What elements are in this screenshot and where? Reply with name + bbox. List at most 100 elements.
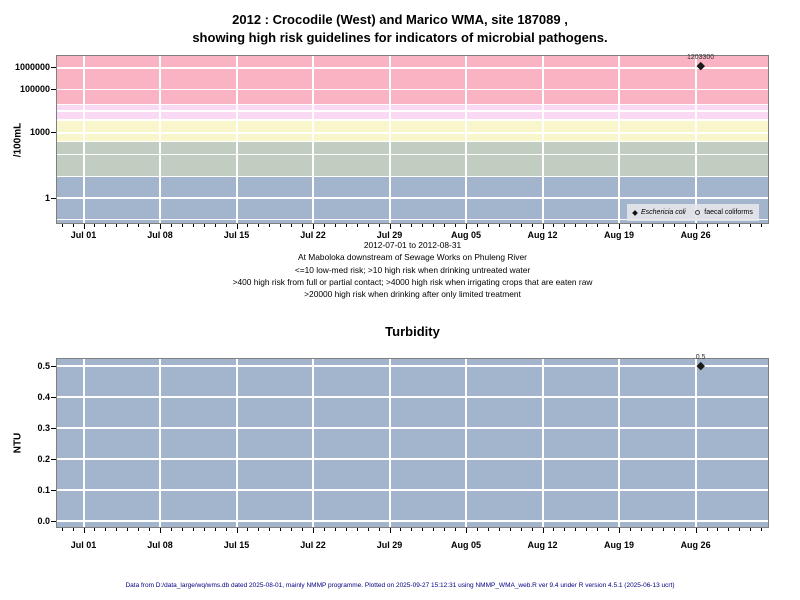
gridline-h-decade [57,153,768,156]
turbidity-title: Turbidity [385,324,440,339]
x-tick [630,528,631,531]
gridline-v-week [312,359,315,527]
y-tick [51,520,56,522]
x-tick-label-jul-15: Jul 15 [223,230,250,240]
caption-risk-line3: >20000 high risk when drinking after onl… [304,289,521,300]
x-tick [258,224,260,227]
x-tick [487,224,489,227]
caption-site: At Maboloka downstream of Sewage Works o… [298,252,527,263]
gridline-h-threshold [57,175,768,178]
x-tick [214,224,216,227]
x-tick [684,528,686,531]
x-tick [345,528,347,531]
x-tick-label-jul-22: Jul 22 [300,230,326,240]
x-tick-label-jul-08: Jul 08 [147,540,173,550]
x-tick [94,528,96,531]
x-tick [466,528,468,533]
x-tick-label-aug-26: Aug 26 [680,230,711,240]
gridline-h-decade [57,88,768,91]
x-tick [258,528,260,531]
x-tick [706,224,708,227]
x-tick [345,224,347,227]
risk-band-1 [57,104,768,120]
x-tick [520,528,522,531]
gridline-h-turbidity [57,489,768,491]
x-tick [214,528,216,531]
chart-title-line1: 2012 : Crocodile (West) and Marico WMA, … [232,12,568,27]
x-tick [608,224,610,227]
x-tick [444,224,446,227]
x-tick [94,224,96,227]
x-tick-label-jul-01: Jul 01 [70,230,97,240]
x-tick [225,224,227,227]
top-plot-border [56,55,769,224]
x-tick-label-aug-12: Aug 12 [527,540,558,550]
y-tick-label: 1000 [29,127,50,138]
x-tick [160,224,161,229]
x-tick [411,528,413,531]
x-tick [236,528,238,533]
gridline-v-week [465,359,468,527]
x-tick [291,224,293,227]
y-tick-label: 0.2 [37,453,50,464]
x-tick [509,224,511,227]
x-tick [247,224,249,227]
y-tick-label: 1 [44,192,50,203]
gridline-h-turbidity [57,427,768,429]
data-point-turbidity-value-label: 0.5 [695,353,706,361]
data-point-ecoli-value-label: 1203300 [686,53,715,61]
gridline-h-turbidity [57,458,768,460]
y-tick [51,427,56,429]
gridline-v-week [618,359,621,527]
y-tick [51,489,56,491]
x-tick [127,528,129,531]
x-tick [334,528,336,531]
gridline-v-week [159,359,161,527]
x-tick [236,224,238,229]
risk-band-3 [57,141,768,177]
x-tick [149,224,151,227]
y-tick [51,365,56,367]
legend-label: Eschericia coli [641,209,686,216]
x-tick [367,528,369,531]
gridline-h-decade [57,67,768,69]
x-tick [706,528,708,531]
x-tick [684,224,686,227]
gridline-h-threshold [57,103,768,106]
x-tick [761,528,763,531]
x-tick [323,528,325,531]
x-tick [105,224,107,227]
y-tick [51,132,56,134]
x-tick [313,528,315,533]
x-tick [673,224,675,227]
x-tick [149,528,151,531]
x-tick [389,224,391,229]
x-tick [422,224,424,227]
x-tick [586,528,588,531]
x-tick-label-jul-01: Jul 01 [70,540,97,550]
y-tick-label: 0.4 [37,391,50,402]
x-tick [400,224,402,227]
x-tick [455,528,457,531]
x-tick [170,224,172,227]
x-tick [72,224,74,227]
x-tick-label-aug-05: Aug 05 [451,540,482,550]
x-tick [280,528,282,531]
footer-note: Data from D:/data_large/wq/wms.db dated … [125,582,675,589]
caption-risk-line1: <=10 low-med risk; >10 high risk when dr… [294,264,531,275]
risk-band-0 [57,56,768,105]
gridline-h-turbidity [57,396,768,398]
x-tick [181,528,183,531]
x-tick [378,528,380,531]
x-tick [192,224,194,227]
gridline-v-week [388,56,391,223]
gridline-v-week [159,56,161,223]
x-tick [761,224,763,227]
x-tick [269,224,271,227]
x-tick [356,224,358,227]
legend-entry-0: Eschericia coli [632,209,686,216]
chart-title: 2012 : Crocodile (West) and Marico WMA, … [0,11,800,47]
risk-band-2 [57,119,768,142]
x-tick [247,528,249,531]
x-tick [575,224,577,227]
